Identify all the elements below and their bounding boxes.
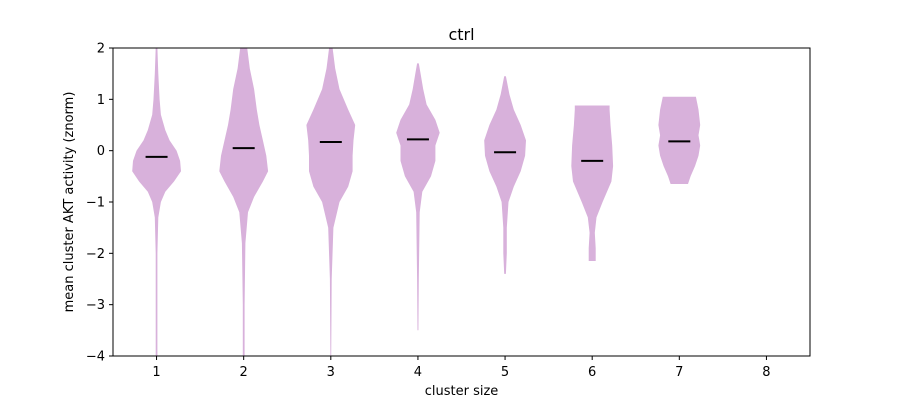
violin-5: [484, 76, 526, 274]
y-tick-label: −3: [86, 298, 105, 313]
medians-layer: [145, 138, 691, 162]
y-axis-label: mean cluster AKT activity (znorm): [62, 92, 77, 313]
y-tick-label: −4: [86, 350, 105, 365]
x-axis-ticks: 1 2 3 4 5 6 7 8: [152, 356, 771, 380]
violin-3: [306, 48, 356, 356]
x-tick-label: 1: [152, 365, 160, 380]
y-axis-ticks: −4 −3 −2 −1 0 1 2: [86, 42, 113, 365]
y-tick-label: 0: [97, 144, 105, 159]
x-tick-label: 6: [588, 365, 596, 380]
y-tick-label: −1: [86, 196, 105, 211]
violins-layer: [132, 48, 701, 356]
chart-title: ctrl: [448, 25, 474, 44]
x-tick-label: 7: [675, 365, 683, 380]
violin-4: [396, 63, 440, 331]
y-tick-label: 2: [97, 42, 105, 57]
violin-6: [571, 105, 614, 261]
x-tick-label: 3: [327, 365, 335, 380]
y-tick-label: 1: [97, 93, 105, 108]
x-tick-label: 4: [414, 365, 422, 380]
violin-7: [658, 96, 701, 184]
y-tick-label: −2: [86, 247, 105, 262]
violin-1: [132, 48, 181, 356]
plot-frame: [112, 47, 811, 357]
x-tick-label: 5: [501, 365, 509, 380]
violin-2: [219, 48, 269, 356]
x-axis-label: cluster size: [425, 384, 499, 399]
x-tick-label: 8: [762, 365, 770, 380]
x-tick-label: 2: [240, 365, 248, 380]
